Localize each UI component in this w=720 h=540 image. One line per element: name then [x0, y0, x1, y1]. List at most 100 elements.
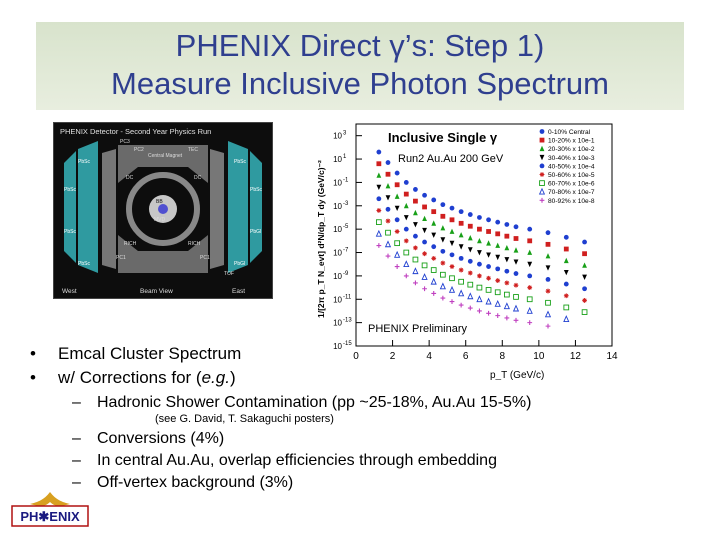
data-point: [563, 234, 569, 240]
data-point: [413, 222, 418, 228]
bullet-text: w/ Corrections for (: [58, 368, 202, 387]
data-point: [431, 255, 437, 261]
data-point: [385, 160, 391, 165]
data-point: [504, 268, 510, 274]
bullet-item: • Emcal Cluster Spectrum: [30, 344, 241, 364]
data-point: [495, 231, 501, 237]
legend-marker: [539, 197, 545, 203]
data-point: [431, 232, 437, 238]
data-point: [544, 310, 552, 318]
data-point: [582, 262, 587, 268]
data-point: [449, 275, 455, 282]
x-tick-label: 0: [353, 351, 359, 362]
data-point: [513, 271, 519, 276]
data-point: [563, 315, 570, 322]
data-point: [527, 285, 533, 290]
label-west: West: [62, 288, 77, 295]
data-point: [412, 267, 419, 275]
data-point: [394, 205, 400, 212]
sub-bullet-marker: –: [72, 394, 81, 411]
data-point: [431, 209, 437, 215]
data-point: [582, 286, 587, 292]
label-pbgl-e1: PbGl: [250, 229, 261, 235]
chart-annotation: PHENIX Preliminary: [368, 323, 468, 335]
data-point: [495, 219, 501, 225]
data-point: [467, 235, 473, 241]
chart-title: Inclusive Single γ: [388, 130, 498, 145]
data-point: [504, 280, 510, 286]
data-point: [385, 206, 391, 212]
label-pc1-east: PC1: [200, 255, 210, 261]
label-east: East: [232, 288, 245, 295]
data-point: [467, 292, 474, 300]
y-tick-exponent: -7: [343, 248, 349, 254]
data-points: [375, 149, 588, 329]
data-point: [486, 252, 491, 258]
label-bb: BB: [156, 199, 163, 205]
inclusive-photon-chart: 0 2 4 6 8 10 12 14 10 3 10 1 10 -1 10 -3 10 -5 10 -7 10 -9 10-…: [314, 118, 624, 381]
data-point: [376, 184, 382, 190]
x-tick-label: 2: [390, 351, 396, 362]
bullet-text: Emcal Cluster Spectrum: [58, 344, 242, 363]
sub-bullet-marker: –: [72, 430, 81, 447]
data-point: [384, 240, 392, 248]
detector-beam-pipe: [158, 204, 168, 214]
data-point: [403, 202, 409, 209]
data-point: [431, 220, 437, 226]
y-tick-label: 10: [333, 155, 342, 164]
data-point: [545, 253, 551, 259]
data-point: [403, 249, 410, 256]
data-point: [485, 287, 492, 293]
data-point: [422, 192, 427, 198]
y-tick-label: 10: [333, 178, 342, 187]
data-point: [477, 226, 482, 232]
label-pbsc-w3: PbSc: [64, 229, 76, 235]
data-point: [495, 278, 501, 283]
sub-bullet-marker: –: [72, 452, 81, 469]
data-point: [545, 288, 551, 294]
data-point: [486, 310, 491, 316]
detector-east-pc: [210, 149, 224, 269]
y-tick-exponent: -3: [343, 201, 349, 207]
data-point: [376, 208, 382, 213]
data-point: [503, 302, 510, 310]
label-rich-west: RICH: [124, 241, 137, 247]
data-point: [504, 222, 510, 227]
data-point: [440, 237, 446, 243]
legend-label: 80-92% x 10e-8: [548, 198, 595, 205]
data-point: [495, 242, 501, 248]
data-point: [449, 228, 455, 234]
data-point: [403, 191, 409, 197]
data-point: [458, 220, 464, 226]
data-point: [467, 270, 473, 276]
data-point: [477, 273, 482, 279]
detector-magnet-top: [118, 145, 208, 183]
data-point: [449, 264, 455, 269]
poster-note: (see G. David, T. Sakaguchi posters): [155, 413, 334, 425]
y-tick-exponent: -9: [343, 271, 349, 277]
data-point: [458, 267, 464, 273]
data-point: [376, 161, 382, 167]
data-point: [527, 273, 533, 279]
data-point: [495, 313, 501, 319]
legend-marker: [539, 145, 545, 152]
data-point: [495, 266, 501, 272]
data-point: [467, 258, 473, 264]
data-point: [527, 226, 533, 232]
label-pc1-west: PC1: [116, 255, 126, 261]
detector-west-arm-inner: [78, 141, 98, 273]
logo-text: PH✱ENIX: [20, 509, 80, 524]
sub-bullet-item: – Conversions (4%): [72, 430, 224, 448]
data-point: [385, 183, 391, 189]
y-tick-exponent: 3: [343, 131, 347, 137]
data-point: [413, 209, 418, 216]
data-point: [563, 304, 570, 311]
data-point: [458, 278, 464, 285]
x-tick-label: 4: [426, 351, 432, 362]
legend-label: 60-70% x 10e-6: [548, 181, 595, 188]
sub-bullet-text: Off-vertex background (3%): [97, 474, 294, 491]
data-point: [512, 304, 520, 312]
x-tick-label: 14: [606, 351, 618, 362]
y-tick-label: 10: [333, 319, 342, 328]
